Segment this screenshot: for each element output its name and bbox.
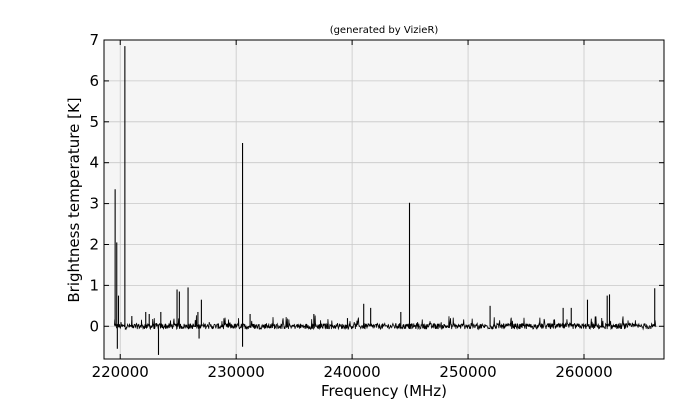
plot-area: [104, 40, 664, 359]
x-axis-ticks: 220000 230000 240000 250000 260000: [92, 40, 613, 381]
y-tick-label: 3: [89, 195, 99, 213]
x-tick-label: 240000: [323, 363, 380, 381]
y-tick-label: 7: [89, 31, 99, 49]
y-tick-label: 4: [89, 154, 99, 172]
x-tick-label: 260000: [555, 363, 612, 381]
y-axis-label: Brightness temperature [K]: [65, 97, 83, 302]
y-axis-ticks: 0 1 2 3 4 5 6 7: [89, 31, 664, 335]
y-tick-label: 5: [89, 113, 99, 131]
x-tick-label: 230000: [208, 363, 265, 381]
chart-title: (generated by VizieR): [330, 25, 439, 36]
x-tick-label: 220000: [92, 363, 149, 381]
spectrum-line: [114, 315, 657, 331]
x-tick-label: 250000: [439, 363, 496, 381]
peak-lines: [114, 46, 656, 355]
y-tick-label: 0: [89, 317, 99, 335]
y-tick-label: 6: [89, 72, 99, 90]
grid: [104, 39, 664, 359]
x-axis-label: Frequency (MHz): [321, 382, 447, 400]
y-tick-label: 2: [89, 235, 99, 253]
y-tick-label: 1: [89, 276, 99, 294]
plot-frame: [103, 39, 665, 360]
